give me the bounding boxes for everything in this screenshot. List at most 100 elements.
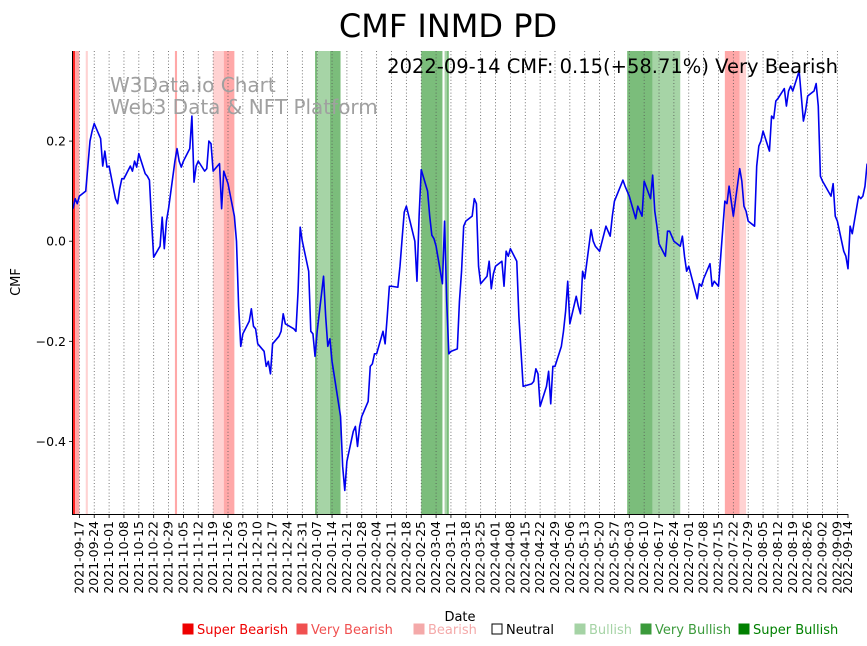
x-tick-label: 2022-07-22 bbox=[725, 521, 740, 594]
legend-item-bearish: Bearish bbox=[413, 623, 477, 638]
x-tick-label: 2022-02-04 bbox=[369, 521, 384, 594]
legend-swatch bbox=[413, 623, 425, 635]
x-tick-label: 2021-11-05 bbox=[175, 521, 190, 594]
x-tick-label: 2021-11-26 bbox=[220, 521, 235, 594]
x-tick-label: 2022-07-29 bbox=[740, 521, 755, 594]
x-tick-label: 2021-11-12 bbox=[190, 521, 205, 594]
band-very-bearish-3 bbox=[174, 51, 178, 514]
x-tick-label: 2022-02-11 bbox=[383, 521, 398, 594]
band-very-bearish-1 bbox=[75, 51, 80, 514]
x-axis-label: Date bbox=[444, 610, 475, 625]
cmf-series bbox=[72, 70, 867, 492]
x-tick-label: 2022-05-20 bbox=[592, 521, 607, 594]
y-axis-label: CMF bbox=[9, 268, 24, 296]
x-tick-label: 2022-03-04 bbox=[428, 521, 443, 594]
band-very-bullish-11 bbox=[446, 51, 449, 514]
band-very-bearish-5 bbox=[223, 51, 235, 514]
x-tick-label: 2022-08-12 bbox=[770, 521, 785, 594]
x-tick-label: 2021-12-24 bbox=[279, 521, 294, 594]
band-super-bearish-0 bbox=[73, 51, 76, 514]
band-very-bullish-12 bbox=[627, 51, 653, 514]
band-very-bearish-14 bbox=[724, 51, 740, 514]
x-tick-label: 2021-12-10 bbox=[250, 521, 265, 594]
cmf-annotation: 2022-09-14 CMF: 0.15(+58.71%) Very Beari… bbox=[387, 55, 838, 78]
legend-item-super-bullish: Super Bullish bbox=[738, 623, 838, 638]
watermark-line-1: W3Data.io Chart bbox=[110, 73, 276, 97]
band-bullish-13 bbox=[652, 51, 681, 514]
x-tick-label: 2022-07-08 bbox=[696, 521, 711, 594]
x-tick-label: 2022-09-02 bbox=[815, 521, 830, 594]
legend-swatch bbox=[574, 623, 586, 635]
x-tick-label: 2022-01-28 bbox=[354, 521, 369, 594]
signal-bands bbox=[73, 51, 747, 514]
band-bearish-15 bbox=[739, 51, 747, 514]
legend-label: Very Bullish bbox=[655, 623, 731, 638]
legend-item-bullish: Bullish bbox=[574, 623, 632, 638]
legend-label: Super Bullish bbox=[753, 623, 838, 638]
x-tick-label: 2022-02-25 bbox=[413, 521, 428, 594]
x-tick-label: 2022-08-19 bbox=[785, 521, 800, 594]
x-tick-label: 2022-04-15 bbox=[517, 521, 532, 594]
band-very-bullish-6 bbox=[315, 51, 318, 514]
legend-label: Neutral bbox=[506, 623, 554, 638]
legend-swatch bbox=[738, 623, 750, 635]
x-tick-label: 2022-04-01 bbox=[488, 521, 503, 594]
band-very-bullish-9 bbox=[421, 51, 443, 514]
vertical-gridlines bbox=[78, 51, 838, 514]
legend-label: Very Bearish bbox=[311, 623, 393, 638]
chart-title: CMF INMD PD bbox=[339, 7, 557, 45]
x-tick-label: 2022-06-10 bbox=[636, 521, 651, 594]
x-tick-label: 2022-08-05 bbox=[755, 521, 770, 594]
x-tick-label: 2021-10-01 bbox=[101, 521, 116, 594]
band-bearish-2 bbox=[85, 51, 88, 514]
legend-swatch bbox=[296, 623, 308, 635]
x-tick-label: 2022-03-18 bbox=[458, 521, 473, 594]
x-tick-label: 2021-09-24 bbox=[86, 521, 101, 594]
band-bearish-4 bbox=[213, 51, 224, 514]
legend-label: Bearish bbox=[428, 623, 477, 638]
x-tick-label: 2022-07-15 bbox=[710, 521, 725, 594]
x-tick-label: 2022-08-26 bbox=[800, 521, 815, 594]
x-tick-label: 2022-04-08 bbox=[502, 521, 517, 594]
x-tick-label: 2021-12-17 bbox=[265, 521, 280, 594]
x-tick-label: 2022-03-25 bbox=[473, 521, 488, 594]
legend-item-very-bearish: Very Bearish bbox=[296, 623, 393, 638]
x-tick-label: 2021-10-29 bbox=[161, 521, 176, 594]
x-tick-label: 2021-11-19 bbox=[205, 521, 220, 594]
legend-swatch bbox=[640, 623, 652, 635]
legend-swatch bbox=[182, 623, 194, 635]
x-tick-label: 2022-05-06 bbox=[562, 521, 577, 594]
watermark: W3Data.io Chart Web3 Data & NFT Platform bbox=[110, 73, 378, 119]
x-tick-label: 2022-01-07 bbox=[309, 521, 324, 594]
x-tick-label: 2022-01-21 bbox=[339, 521, 354, 594]
x-tick-label: 2022-05-27 bbox=[606, 521, 621, 594]
x-tick-label: 2022-04-22 bbox=[532, 521, 547, 594]
watermark-line-2: Web3 Data & NFT Platform bbox=[110, 95, 378, 119]
x-tick-label: 2021-10-15 bbox=[131, 521, 146, 594]
x-tick-label: 2022-03-11 bbox=[443, 521, 458, 594]
band-very-bullish-8 bbox=[329, 51, 341, 514]
legend-item-super-bearish: Super Bearish bbox=[182, 623, 288, 638]
x-tick-label: 2022-06-24 bbox=[666, 521, 681, 594]
y-tick-label: −0.4 bbox=[36, 434, 66, 449]
y-axis: −0.4 −0.2 0.0 0.2 bbox=[36, 134, 73, 449]
x-axis: 2021-09-17 2021-09-24 2021-10-01 2021-10-08… bbox=[71, 514, 855, 594]
x-tick-label: 2022-06-03 bbox=[621, 521, 636, 594]
x-tick-label: 2021-09-17 bbox=[71, 521, 86, 594]
x-tick-label: 2022-09-14 bbox=[840, 521, 855, 594]
y-tick-label: 0.0 bbox=[46, 234, 66, 249]
x-tick-label: 2021-12-03 bbox=[235, 521, 250, 594]
x-tick-label: 2021-10-22 bbox=[146, 521, 161, 594]
cmf-line bbox=[72, 70, 867, 492]
y-tick-label: 0.2 bbox=[46, 134, 66, 149]
x-tick-label: 2022-02-18 bbox=[398, 521, 413, 594]
x-tick-label: 2021-12-31 bbox=[294, 521, 309, 594]
legend-swatch bbox=[491, 623, 503, 635]
legend-item-very-bullish: Very Bullish bbox=[640, 623, 731, 638]
x-tick-label: 2022-04-29 bbox=[547, 521, 562, 594]
legend-item-neutral: Neutral bbox=[491, 623, 554, 638]
x-tick-label: 2022-07-01 bbox=[681, 521, 696, 594]
x-tick-label: 2022-01-14 bbox=[324, 521, 339, 594]
legend-label: Bullish bbox=[589, 623, 632, 638]
